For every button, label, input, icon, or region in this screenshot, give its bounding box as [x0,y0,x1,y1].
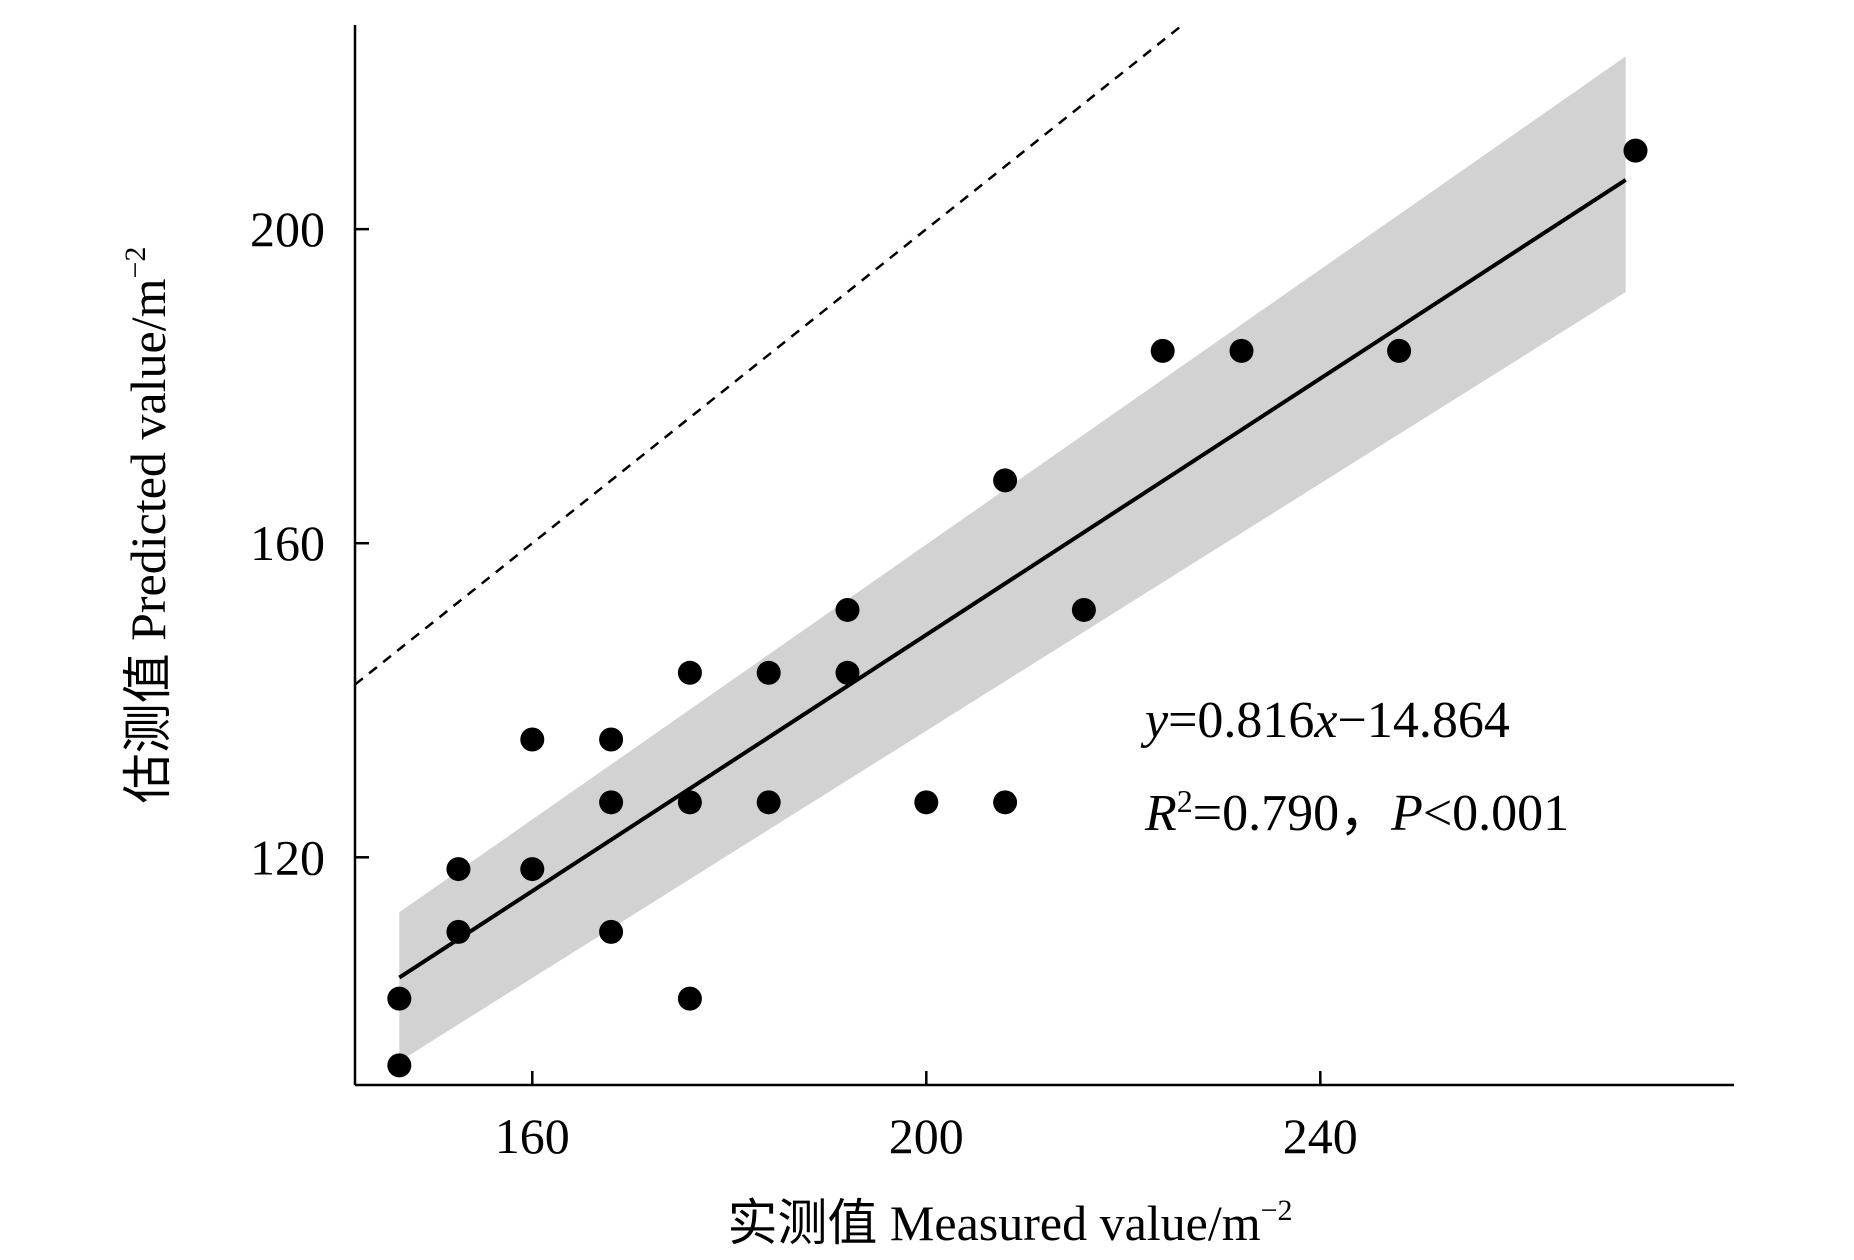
data-point [520,857,545,882]
data-point [835,660,860,685]
data-point [446,857,471,882]
x-ticks: 160 200 240 [495,1071,1358,1164]
data-point [677,986,702,1011]
data-point [677,790,702,815]
data-point [993,468,1018,493]
data-point [756,790,781,815]
r2-p-annotation: R2=0.790，P<0.001 [1144,783,1569,842]
data-point [599,727,624,752]
x-tick-label: 200 [889,1108,964,1164]
data-point [387,1053,412,1078]
data-points [387,138,1648,1078]
data-point [914,790,939,815]
data-point [1229,338,1254,363]
regression-equation: y=0.816x−14.864 [1140,692,1510,749]
data-point [1071,597,1096,622]
confidence-band [399,56,1626,1062]
x-tick-label: 160 [495,1108,570,1164]
data-point [993,790,1018,815]
data-point [756,660,781,685]
data-point [599,790,624,815]
x-tick-label: 240 [1283,1108,1358,1164]
y-ticks: 120 160 200 [250,201,369,885]
data-point [1623,138,1648,163]
data-point [599,919,624,944]
regression-line [398,178,1627,980]
y-tick-label: 200 [250,201,325,257]
x-axis-title: 实测值 Measured value/m−2 [727,1194,1292,1251]
data-point [1150,338,1175,363]
data-point [677,660,702,685]
data-point [835,597,860,622]
y-tick-label: 160 [250,515,325,571]
data-point [1387,338,1412,363]
data-point [446,919,471,944]
data-point [520,727,545,752]
y-tick-label: 120 [250,829,325,885]
reference-line-1to1 [354,24,1184,686]
data-point [387,986,412,1011]
y-axis-title: 估测值 Predicted value/m−2 [119,247,176,804]
